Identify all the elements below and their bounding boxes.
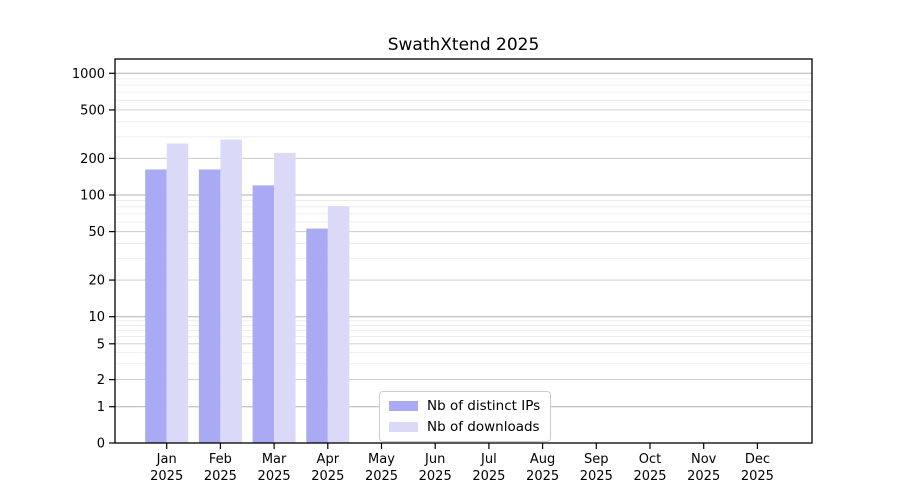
x-tick-label-month: Sep (584, 452, 609, 467)
bar-nb-of-downloads-feb (220, 139, 242, 443)
x-tick-label-year: 2025 (365, 469, 398, 484)
legend-entry-downloads: Nb of downloads (389, 419, 540, 435)
y-tick-label: 10 (88, 310, 105, 325)
bar-nb-of-distinct-ips-mar (252, 185, 275, 443)
y-tick-label: 2 (97, 373, 105, 388)
x-tick-label-year: 2025 (204, 469, 237, 484)
x-tick-label-month: Feb (209, 452, 232, 467)
y-tick-label: 1000 (72, 67, 105, 82)
x-tick-label-month: Jun (424, 452, 445, 467)
bar-nb-of-distinct-ips-feb (198, 169, 221, 444)
legend: Nb of distinct IPs Nb of downloads (379, 391, 552, 442)
legend-swatch-distinct-ips (389, 401, 418, 411)
x-tick-label-year: 2025 (150, 469, 183, 484)
legend-label-downloads: Nb of downloads (427, 419, 540, 435)
x-tick-label-year: 2025 (580, 469, 613, 484)
legend-swatch-downloads (389, 422, 418, 432)
bar-nb-of-downloads-jan (166, 143, 189, 444)
bar-nb-of-downloads-mar (274, 152, 296, 443)
bar-nb-of-distinct-ips-apr (306, 228, 328, 443)
x-tick-label-year: 2025 (633, 469, 666, 484)
x-tick-label-month: May (368, 452, 395, 467)
bar-nb-of-distinct-ips-jan (145, 169, 167, 444)
x-tick-label-year: 2025 (741, 469, 774, 484)
y-tick-label: 1 (97, 400, 105, 415)
x-tick-label-month: Aug (530, 452, 555, 467)
x-tick-label-year: 2025 (419, 469, 452, 484)
y-tick-label: 50 (88, 225, 105, 240)
x-tick-label-year: 2025 (472, 469, 505, 484)
legend-label-distinct-ips: Nb of distinct IPs (427, 398, 541, 414)
y-tick-label: 100 (80, 189, 105, 204)
chart-title: SwathXtend 2025 (387, 35, 540, 55)
x-tick-label-year: 2025 (526, 469, 559, 484)
y-tick-label: 0 (97, 437, 105, 452)
legend-entry-distinct-ips: Nb of distinct IPs (389, 398, 540, 414)
x-tick-label-month: Apr (317, 452, 340, 467)
x-tick-label-month: Oct (639, 452, 661, 467)
y-tick-label: 20 (88, 274, 105, 289)
y-tick-label: 5 (97, 337, 105, 352)
x-tick-label-year: 2025 (687, 469, 720, 484)
plot-border (114, 58, 813, 444)
x-tick-label-month: Jan (156, 452, 177, 467)
x-tick-label-month: Nov (691, 452, 717, 467)
x-tick-label-year: 2025 (311, 469, 344, 484)
x-tick-label-year: 2025 (258, 469, 291, 484)
x-tick-label-month: Jul (480, 452, 497, 467)
x-tick-label-month: Dec (745, 452, 770, 467)
y-tick-label: 200 (80, 152, 105, 167)
y-tick-label: 500 (80, 103, 105, 118)
x-tick-label-month: Mar (262, 452, 287, 467)
bar-nb-of-downloads-apr (327, 206, 350, 443)
